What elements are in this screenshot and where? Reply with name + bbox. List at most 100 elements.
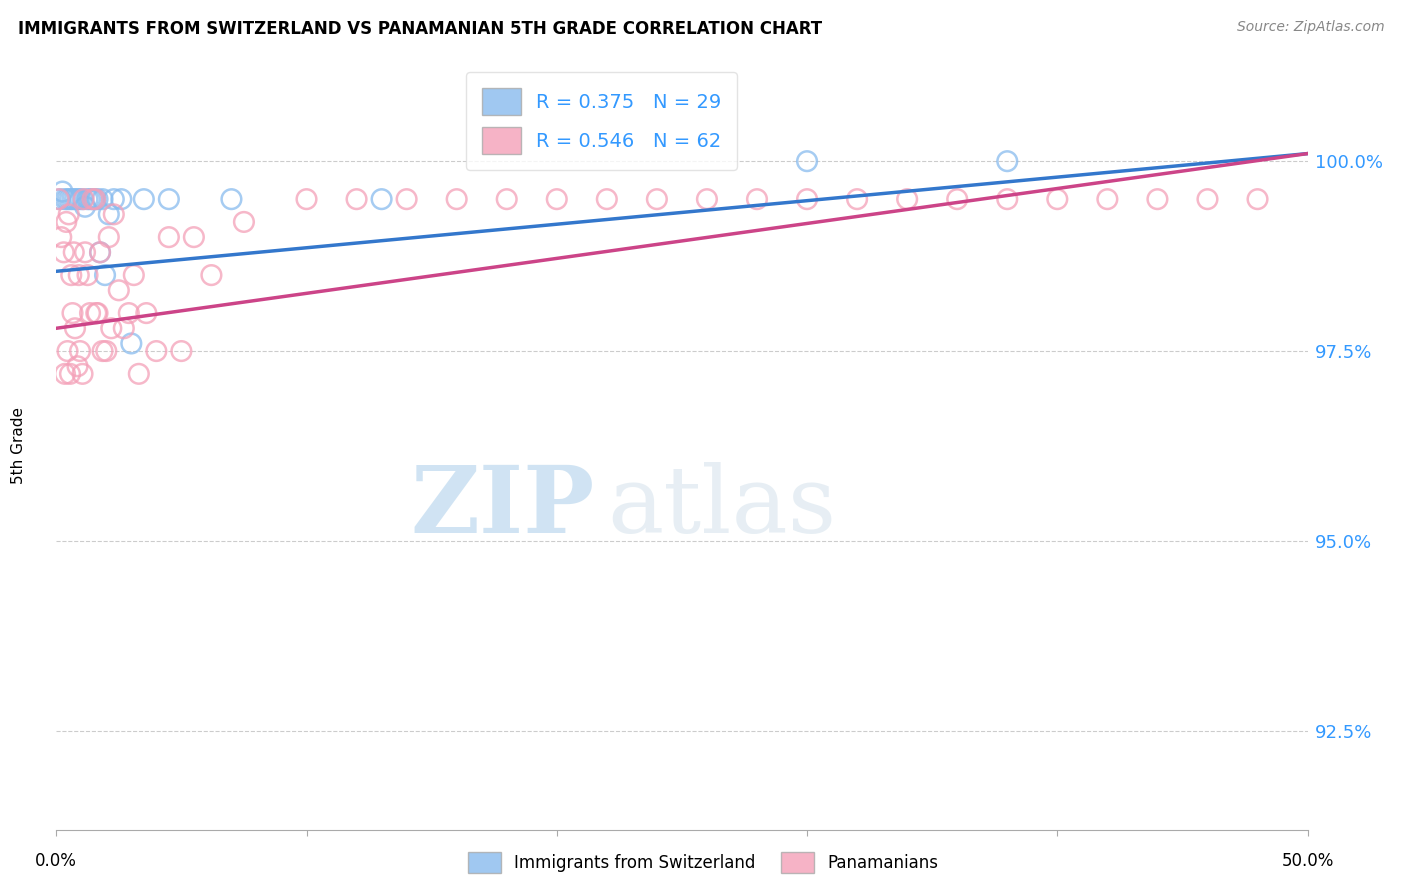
Point bbox=[370, 192, 392, 206]
Point bbox=[72, 192, 94, 206]
Point bbox=[49, 192, 72, 206]
Point bbox=[796, 192, 818, 206]
Point bbox=[56, 192, 79, 206]
Text: 5th Grade: 5th Grade bbox=[11, 408, 27, 484]
Point bbox=[145, 344, 167, 359]
Point bbox=[53, 192, 76, 206]
Legend: Immigrants from Switzerland, Panamanians: Immigrants from Switzerland, Panamanians bbox=[461, 846, 945, 880]
Point bbox=[73, 192, 96, 206]
Point bbox=[86, 192, 108, 206]
Point bbox=[84, 192, 107, 206]
Point bbox=[62, 306, 84, 320]
Point bbox=[170, 344, 193, 359]
Point bbox=[86, 306, 108, 320]
Point bbox=[53, 367, 76, 381]
Point bbox=[157, 192, 180, 206]
Point bbox=[122, 268, 145, 282]
Point bbox=[97, 207, 120, 221]
Point bbox=[946, 192, 969, 206]
Point bbox=[183, 230, 205, 244]
Text: 0.0%: 0.0% bbox=[35, 853, 77, 871]
Point bbox=[295, 192, 318, 206]
Point bbox=[233, 215, 256, 229]
Point bbox=[96, 344, 118, 359]
Point bbox=[128, 367, 150, 381]
Point bbox=[118, 306, 141, 320]
Point bbox=[51, 185, 73, 199]
Point bbox=[66, 359, 89, 374]
Point bbox=[995, 192, 1018, 206]
Point bbox=[63, 192, 86, 206]
Point bbox=[76, 268, 98, 282]
Text: 50.0%: 50.0% bbox=[1281, 853, 1334, 871]
Point bbox=[1097, 192, 1119, 206]
Point bbox=[55, 215, 77, 229]
Point bbox=[157, 230, 180, 244]
Point bbox=[63, 321, 86, 335]
Point bbox=[84, 192, 107, 206]
Point bbox=[69, 192, 91, 206]
Point bbox=[79, 192, 101, 206]
Point bbox=[73, 200, 96, 214]
Point bbox=[59, 192, 82, 206]
Point bbox=[79, 306, 101, 320]
Point bbox=[1046, 192, 1069, 206]
Point bbox=[896, 192, 918, 206]
Point bbox=[58, 207, 80, 221]
Point bbox=[48, 192, 70, 206]
Point bbox=[110, 192, 132, 206]
Point bbox=[108, 283, 131, 297]
Point bbox=[82, 192, 104, 206]
Text: IMMIGRANTS FROM SWITZERLAND VS PANAMANIAN 5TH GRADE CORRELATION CHART: IMMIGRANTS FROM SWITZERLAND VS PANAMANIA… bbox=[18, 20, 823, 37]
Point bbox=[546, 192, 568, 206]
Point bbox=[696, 192, 718, 206]
Point bbox=[52, 245, 75, 260]
Point bbox=[67, 268, 90, 282]
Point bbox=[60, 268, 83, 282]
Point bbox=[97, 230, 120, 244]
Point bbox=[73, 245, 96, 260]
Legend: R = 0.375   N = 29, R = 0.546   N = 62: R = 0.375 N = 29, R = 0.546 N = 62 bbox=[467, 72, 737, 170]
Point bbox=[1246, 192, 1268, 206]
Point bbox=[91, 344, 114, 359]
Point bbox=[84, 306, 107, 320]
Point bbox=[62, 192, 84, 206]
Point bbox=[846, 192, 869, 206]
Point bbox=[200, 268, 222, 282]
Point bbox=[645, 192, 668, 206]
Point bbox=[135, 306, 157, 320]
Point bbox=[94, 268, 117, 282]
Point bbox=[346, 192, 368, 206]
Point bbox=[745, 192, 768, 206]
Point bbox=[395, 192, 418, 206]
Point bbox=[132, 192, 155, 206]
Point bbox=[51, 230, 73, 244]
Point bbox=[596, 192, 619, 206]
Point bbox=[72, 367, 94, 381]
Text: ZIP: ZIP bbox=[411, 462, 595, 552]
Point bbox=[103, 192, 125, 206]
Point bbox=[446, 192, 468, 206]
Point bbox=[796, 154, 818, 169]
Point bbox=[221, 192, 243, 206]
Point bbox=[76, 192, 98, 206]
Point bbox=[103, 207, 125, 221]
Point bbox=[59, 367, 82, 381]
Point bbox=[995, 154, 1018, 169]
Text: Source: ZipAtlas.com: Source: ZipAtlas.com bbox=[1237, 20, 1385, 34]
Point bbox=[62, 245, 84, 260]
Point bbox=[100, 321, 122, 335]
Point bbox=[89, 245, 111, 260]
Point bbox=[1146, 192, 1168, 206]
Point bbox=[112, 321, 135, 335]
Text: atlas: atlas bbox=[607, 462, 837, 552]
Point bbox=[69, 344, 91, 359]
Point bbox=[91, 192, 114, 206]
Point bbox=[82, 192, 104, 206]
Point bbox=[66, 192, 89, 206]
Point bbox=[495, 192, 517, 206]
Point bbox=[120, 336, 142, 351]
Point bbox=[89, 245, 111, 260]
Point bbox=[56, 344, 79, 359]
Point bbox=[1197, 192, 1219, 206]
